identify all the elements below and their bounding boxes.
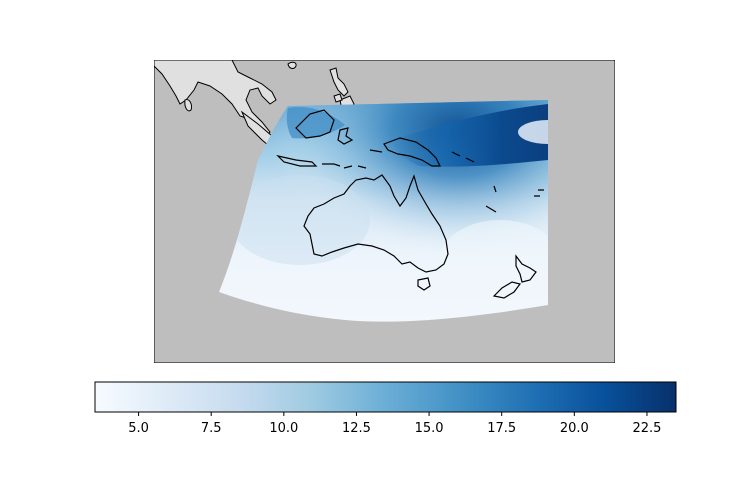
colorbar-tick-label: 17.5: [487, 421, 516, 436]
new-caledonia-coastline: [485, 205, 497, 213]
philippines-central: [333, 93, 343, 103]
colorbar-tick-label: 7.5: [201, 421, 222, 436]
colorbar-tick-label: 22.5: [632, 421, 661, 436]
vanuatu-coastline: [493, 185, 497, 193]
map-axes: [154, 60, 615, 363]
borneo-coastline: [295, 109, 335, 139]
new-guinea-coastline: [383, 137, 441, 167]
lesser-sunda-coastline: [322, 163, 367, 169]
colorbar-tick-label: 5.0: [128, 421, 149, 436]
fiji-coastline: [534, 189, 544, 197]
coastlines: [276, 109, 544, 299]
timor-coastline: [369, 149, 383, 153]
tasmania-coastline: [417, 277, 431, 291]
australia-coastline: [303, 174, 449, 273]
nz-south-island-coastline: [492, 281, 522, 299]
colorbar-tick-label: 15.0: [415, 421, 444, 436]
colorbar-gradient: [94, 381, 677, 413]
colorbar: 5.0 7.5 10.0 12.5 15.0 17.5 20.0 22.5: [94, 381, 677, 436]
data-field: [219, 100, 548, 322]
sulawesi-coastline: [337, 127, 354, 145]
colorbar-tick-label: 20.0: [560, 421, 589, 436]
colorbar-tick-label: 10.0: [269, 421, 298, 436]
philippines-luzon: [329, 67, 349, 97]
java-coastline: [276, 154, 318, 167]
sri-lanka-outline: [184, 99, 192, 112]
solomon-islands-coastline: [451, 151, 475, 163]
nz-north-island-coastline: [515, 254, 537, 283]
hainan-island: [287, 61, 297, 69]
colorbar-tick-label: 12.5: [342, 421, 371, 436]
colorbar-ticks: 5.0 7.5 10.0 12.5 15.0 17.5 20.0 22.5: [128, 412, 661, 436]
